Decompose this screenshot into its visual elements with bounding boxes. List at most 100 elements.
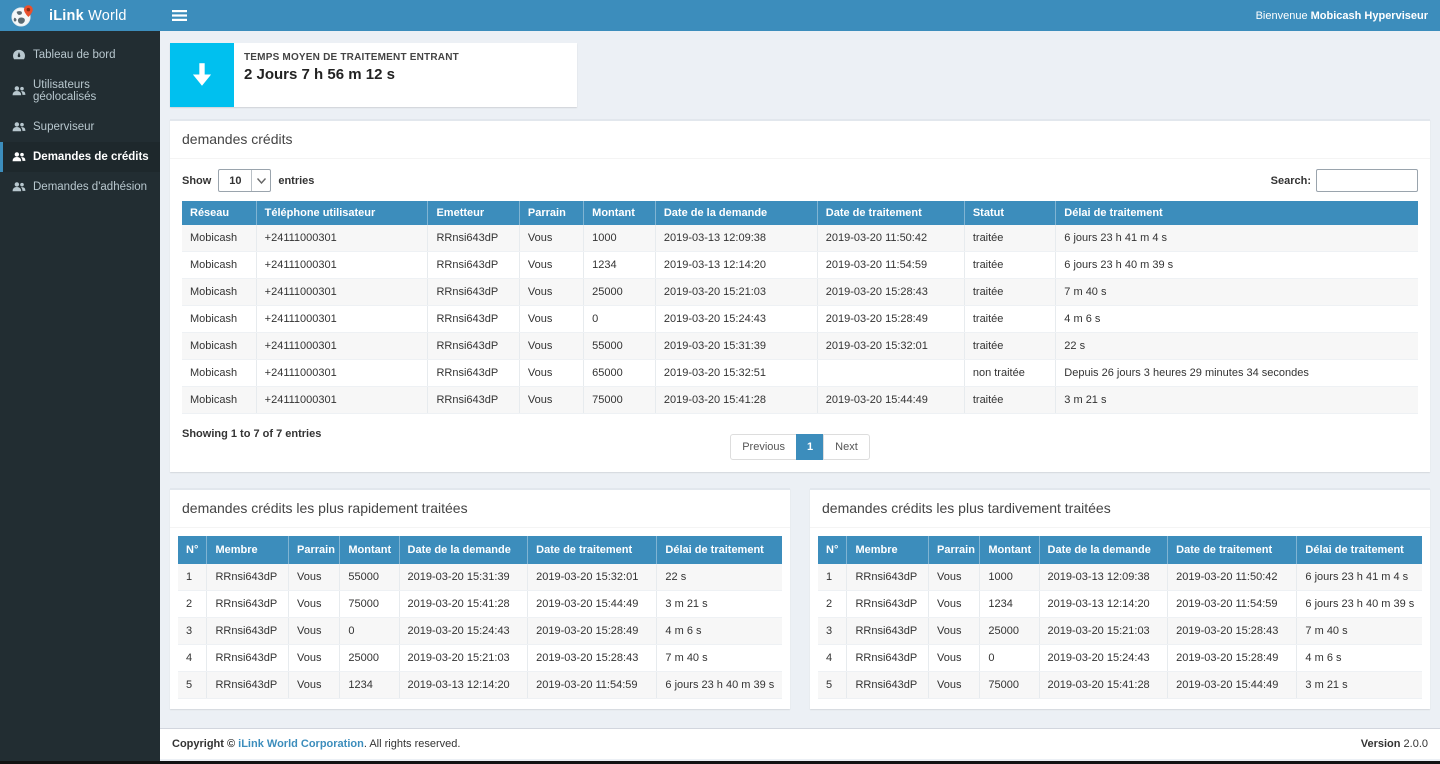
table-cell: +24111000301 bbox=[256, 305, 429, 333]
column-header[interactable]: Parrain bbox=[288, 536, 341, 564]
table-cell: 2 bbox=[818, 590, 848, 618]
sidebar-item-superviseur[interactable]: Superviseur bbox=[0, 112, 160, 142]
table-row: 1 RRnsi643dP Vous 55000 2019-03-20 15:31:39 2… bbox=[178, 564, 782, 591]
table-cell: 2019-03-13 12:14:20 bbox=[655, 251, 818, 279]
column-header[interactable]: Date de la demande bbox=[1039, 536, 1169, 564]
table-cell: 25000 bbox=[339, 644, 400, 672]
sidebar-menu: Tableau de bord Utilisateurs géolocalisé… bbox=[0, 31, 160, 202]
table-cell: 7 m 40 s bbox=[1296, 617, 1422, 645]
table-cell: 1234 bbox=[583, 251, 656, 279]
table-cell: RRnsi643dP bbox=[846, 671, 930, 699]
company-link[interactable]: iLink World Corporation bbox=[238, 738, 364, 750]
table-cell: RRnsi643dP bbox=[206, 644, 290, 672]
table-cell: 3 m 21 s bbox=[1055, 386, 1418, 414]
page-size-value: 10 bbox=[229, 174, 242, 187]
table-cell: RRnsi643dP bbox=[846, 644, 930, 672]
table-row: 2 RRnsi643dP Vous 75000 2019-03-20 15:41:28 2… bbox=[178, 590, 782, 618]
table-cell: 2019-03-20 15:28:43 bbox=[527, 644, 658, 672]
page-1-button[interactable]: 1 bbox=[796, 434, 825, 460]
search-input[interactable] bbox=[1316, 169, 1418, 192]
table-cell: 75000 bbox=[583, 386, 656, 414]
column-header[interactable]: Date de la demande bbox=[655, 201, 818, 225]
column-header[interactable]: N° bbox=[818, 536, 848, 564]
column-header[interactable]: Statut bbox=[964, 201, 1057, 225]
table-cell: 2019-03-20 15:41:28 bbox=[399, 590, 529, 618]
column-header[interactable]: Délai de traitement bbox=[1055, 201, 1418, 225]
previous-page-button[interactable]: Previous bbox=[730, 434, 798, 460]
table-cell: Mobicash bbox=[182, 359, 257, 387]
next-page-button[interactable]: Next bbox=[823, 434, 870, 460]
hamburger-icon[interactable] bbox=[172, 10, 187, 21]
table-cell: Vous bbox=[288, 617, 341, 645]
avg-processing-time-infobox: TEMPS MOYEN DE TRAITEMENT ENTRANT 2 Jour… bbox=[170, 43, 577, 107]
table-cell: RRnsi643dP bbox=[427, 278, 520, 306]
table-cell: 75000 bbox=[979, 671, 1040, 699]
column-header[interactable]: Réseau bbox=[182, 201, 257, 225]
panel-title: demandes crédits bbox=[182, 131, 293, 147]
table-cell: RRnsi643dP bbox=[846, 617, 930, 645]
table-cell: 4 m 6 s bbox=[1296, 644, 1422, 672]
table-cell: 2019-03-20 11:54:59 bbox=[527, 671, 658, 699]
table-cell: 75000 bbox=[339, 590, 400, 618]
table-cell: 3 m 21 s bbox=[1296, 671, 1422, 699]
table-cell: 6 jours 23 h 41 m 4 s bbox=[1296, 564, 1422, 591]
column-header[interactable]: Membre bbox=[206, 536, 290, 564]
table-cell: Mobicash bbox=[182, 225, 257, 252]
column-header[interactable]: Date de traitement bbox=[817, 201, 965, 225]
column-header[interactable]: Parrain bbox=[928, 536, 981, 564]
column-header[interactable]: N° bbox=[178, 536, 208, 564]
table-row: Mobicash +24111000301 RRnsi643dP Vous 1000 20… bbox=[182, 225, 1418, 252]
slowest-credits-table: N° Membre Parrain Montant Date de la demande… bbox=[818, 536, 1422, 699]
table-row: 5 RRnsi643dP Vous 1234 2019-03-13 12:14:20 20… bbox=[178, 671, 782, 699]
table-cell: Vous bbox=[519, 359, 585, 387]
table-cell: Mobicash bbox=[182, 278, 257, 306]
brand-logo[interactable]: iLink World bbox=[0, 0, 160, 31]
page-size-control: Show 10 entries bbox=[182, 169, 314, 192]
down-arrow-icon bbox=[170, 43, 234, 107]
table-cell: 6 jours 23 h 40 m 39 s bbox=[656, 671, 782, 699]
column-header[interactable]: Délai de traitement bbox=[1296, 536, 1422, 564]
column-header[interactable]: Date de la demande bbox=[399, 536, 529, 564]
users-icon bbox=[12, 121, 26, 133]
table-row: Mobicash +24111000301 RRnsi643dP Vous 25000 2… bbox=[182, 278, 1418, 306]
table-cell: 4 bbox=[818, 644, 848, 672]
sidebar-item-demandes-de-credits[interactable]: Demandes de crédits bbox=[0, 142, 160, 172]
table-cell: 2019-03-20 15:41:28 bbox=[1039, 671, 1169, 699]
column-header[interactable]: Emetteur bbox=[427, 201, 520, 225]
table-cell: 0 bbox=[979, 644, 1040, 672]
table-cell: +24111000301 bbox=[256, 225, 429, 252]
column-header[interactable]: Date de traitement bbox=[527, 536, 658, 564]
table-row: Mobicash +24111000301 RRnsi643dP Vous 65000 2… bbox=[182, 359, 1418, 387]
sidebar-item-utilisateurs-geolocalises[interactable]: Utilisateurs géolocalisés bbox=[0, 70, 160, 112]
table-cell: 2019-03-13 12:09:38 bbox=[1039, 564, 1169, 591]
column-header[interactable]: Téléphone utilisateur bbox=[256, 201, 429, 225]
table-cell: 2019-03-20 15:24:43 bbox=[399, 617, 529, 645]
column-header[interactable]: Parrain bbox=[519, 201, 585, 225]
column-header[interactable]: Membre bbox=[846, 536, 930, 564]
table-cell: 1 bbox=[818, 564, 848, 591]
column-header[interactable]: Montant bbox=[583, 201, 656, 225]
page-size-select[interactable]: 10 bbox=[218, 169, 272, 192]
table-row: 2 RRnsi643dP Vous 1234 2019-03-13 12:14:20 20… bbox=[818, 590, 1422, 618]
table-cell: traitée bbox=[964, 332, 1057, 360]
sidebar-item-label: Demandes de crédits bbox=[33, 151, 149, 163]
table-cell: 1234 bbox=[339, 671, 400, 699]
column-header[interactable]: Date de traitement bbox=[1167, 536, 1298, 564]
table-cell: traitée bbox=[964, 305, 1057, 333]
table-cell: Vous bbox=[519, 332, 585, 360]
column-header[interactable]: Délai de traitement bbox=[656, 536, 782, 564]
table-row: Mobicash +24111000301 RRnsi643dP Vous 75000 2… bbox=[182, 386, 1418, 414]
table-cell: 6 jours 23 h 40 m 39 s bbox=[1296, 590, 1422, 618]
table-cell: 2019-03-13 12:09:38 bbox=[655, 225, 818, 252]
search-label: Search: bbox=[1270, 174, 1311, 187]
column-header[interactable]: Montant bbox=[339, 536, 400, 564]
fastest-panel-header: demandes crédits les plus rapidement tra… bbox=[170, 490, 790, 528]
table-cell: Vous bbox=[519, 278, 585, 306]
column-header[interactable]: Montant bbox=[979, 536, 1040, 564]
sidebar-item-tableau-de-bord[interactable]: Tableau de bord bbox=[0, 40, 160, 70]
table-cell: 2019-03-13 12:14:20 bbox=[399, 671, 529, 699]
sidebar-item-demandes-adhesion[interactable]: Demandes d'adhésion bbox=[0, 172, 160, 202]
table-cell: 2019-03-20 15:21:03 bbox=[399, 644, 529, 672]
table-cell: 2019-03-20 11:54:59 bbox=[1167, 590, 1298, 618]
table-cell: 1000 bbox=[583, 225, 656, 252]
